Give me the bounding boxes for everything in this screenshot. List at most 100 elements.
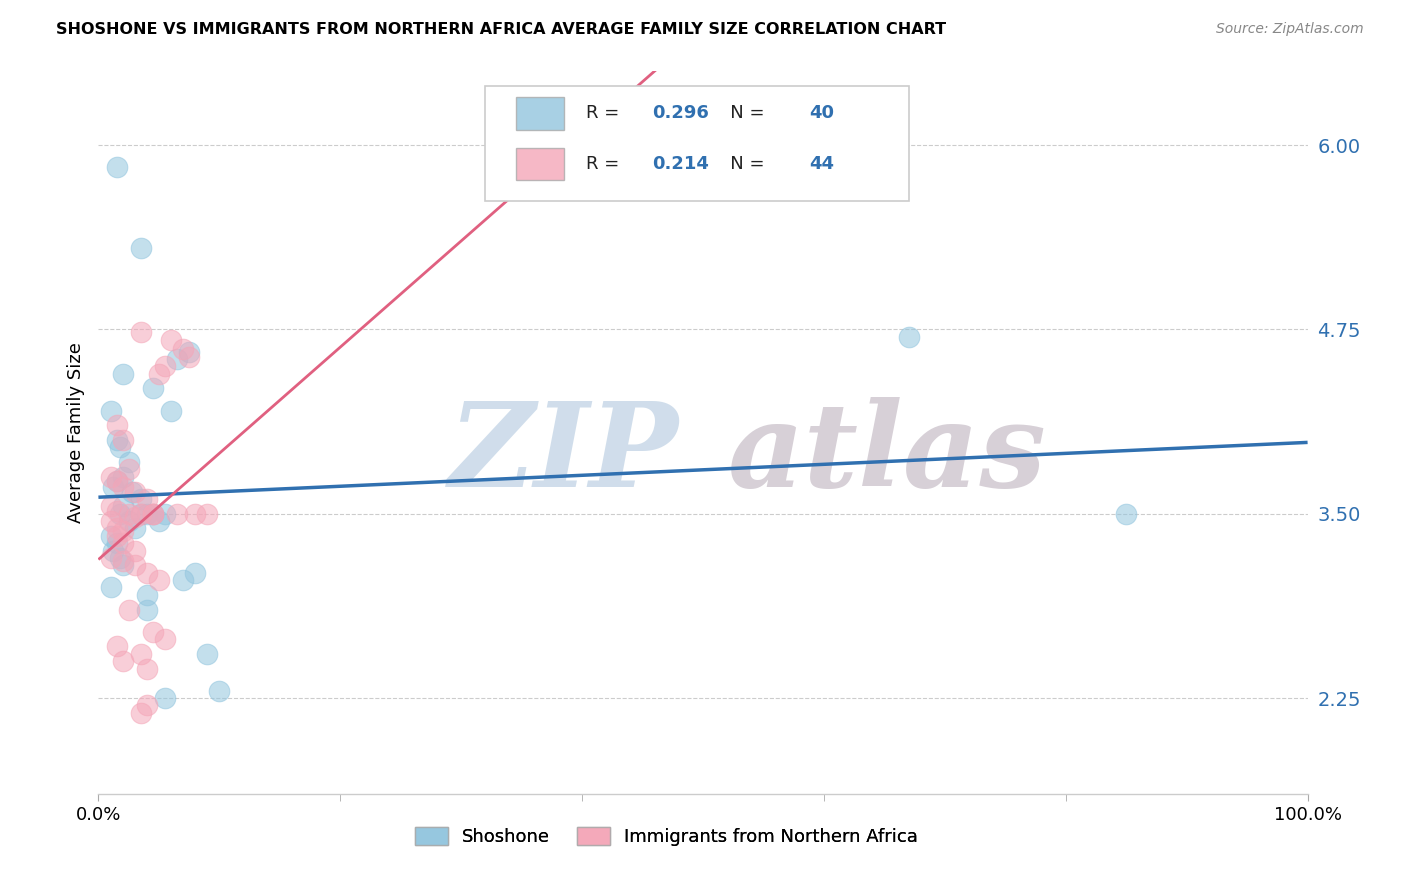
Point bbox=[105, 418, 128, 433]
Text: Source: ZipAtlas.com: Source: ZipAtlas.com bbox=[1216, 22, 1364, 37]
Point bbox=[897, 330, 920, 344]
Point bbox=[135, 491, 157, 506]
Point bbox=[100, 514, 122, 528]
Point bbox=[153, 507, 176, 521]
Point bbox=[111, 480, 134, 494]
Point bbox=[100, 551, 122, 566]
Point bbox=[135, 507, 157, 521]
Legend: Shoshone, Immigrants from Northern Africa: Shoshone, Immigrants from Northern Afric… bbox=[408, 820, 925, 854]
Text: 44: 44 bbox=[810, 155, 834, 173]
Point bbox=[108, 441, 131, 455]
Point bbox=[108, 507, 131, 521]
Point bbox=[142, 507, 165, 521]
Point bbox=[100, 403, 122, 417]
Point bbox=[172, 342, 194, 356]
Point bbox=[105, 475, 128, 489]
Text: ZIP: ZIP bbox=[449, 397, 679, 512]
Point bbox=[124, 558, 146, 573]
Point bbox=[166, 507, 188, 521]
Text: R =: R = bbox=[586, 155, 624, 173]
Point bbox=[105, 521, 128, 535]
Point bbox=[153, 632, 176, 646]
Y-axis label: Average Family Size: Average Family Size bbox=[66, 343, 84, 523]
Point bbox=[135, 602, 157, 616]
Point bbox=[100, 581, 122, 595]
FancyBboxPatch shape bbox=[485, 86, 908, 202]
Point bbox=[124, 543, 146, 558]
Text: SHOSHONE VS IMMIGRANTS FROM NORTHERN AFRICA AVERAGE FAMILY SIZE CORRELATION CHAR: SHOSHONE VS IMMIGRANTS FROM NORTHERN AFR… bbox=[56, 22, 946, 37]
Text: N =: N = bbox=[713, 104, 770, 122]
Point bbox=[111, 554, 134, 568]
Point bbox=[129, 507, 152, 521]
Point bbox=[135, 588, 157, 602]
Text: 40: 40 bbox=[810, 104, 834, 122]
Point bbox=[160, 403, 183, 417]
Point bbox=[118, 462, 141, 476]
Text: 0.296: 0.296 bbox=[652, 104, 709, 122]
Point bbox=[153, 359, 176, 374]
Point bbox=[1115, 507, 1137, 521]
Point bbox=[129, 647, 152, 661]
Point bbox=[153, 691, 176, 706]
Point bbox=[100, 470, 122, 484]
Point bbox=[142, 507, 165, 521]
Point bbox=[108, 551, 131, 566]
Point bbox=[135, 566, 157, 580]
Point bbox=[135, 661, 157, 675]
Point bbox=[105, 475, 128, 489]
Point bbox=[111, 654, 134, 668]
Point bbox=[184, 507, 207, 521]
Point bbox=[111, 500, 134, 514]
Point bbox=[124, 484, 146, 499]
Point bbox=[195, 647, 218, 661]
Point bbox=[111, 558, 134, 573]
Point bbox=[111, 536, 134, 550]
Point bbox=[100, 500, 122, 514]
Point bbox=[111, 367, 134, 381]
Point bbox=[142, 507, 165, 521]
Point bbox=[142, 381, 165, 395]
Point bbox=[111, 470, 134, 484]
Point bbox=[105, 640, 128, 654]
Point bbox=[118, 602, 141, 616]
Point bbox=[118, 455, 141, 469]
Point bbox=[111, 524, 134, 539]
Point bbox=[148, 367, 170, 381]
Point bbox=[105, 536, 128, 550]
Point bbox=[118, 514, 141, 528]
Point bbox=[121, 484, 143, 499]
FancyBboxPatch shape bbox=[516, 147, 564, 180]
Point bbox=[105, 433, 128, 447]
Point bbox=[124, 521, 146, 535]
Point bbox=[100, 529, 122, 543]
Point bbox=[105, 160, 128, 174]
Point bbox=[166, 351, 188, 366]
Point bbox=[148, 573, 170, 587]
Point bbox=[118, 507, 141, 521]
Point bbox=[111, 433, 134, 447]
Point bbox=[124, 509, 146, 524]
FancyBboxPatch shape bbox=[516, 97, 564, 129]
Point bbox=[184, 566, 207, 580]
Point bbox=[129, 326, 152, 340]
Point bbox=[160, 333, 183, 347]
Point bbox=[129, 241, 152, 255]
Text: N =: N = bbox=[713, 155, 770, 173]
Text: atlas: atlas bbox=[727, 397, 1046, 512]
Point bbox=[105, 529, 128, 543]
Point bbox=[208, 683, 231, 698]
Point bbox=[179, 351, 201, 365]
Point bbox=[148, 514, 170, 528]
Point bbox=[135, 698, 157, 713]
Point bbox=[129, 507, 152, 521]
Point bbox=[101, 543, 124, 558]
Point bbox=[105, 504, 128, 518]
Text: R =: R = bbox=[586, 104, 624, 122]
Point bbox=[179, 344, 201, 359]
Text: 0.214: 0.214 bbox=[652, 155, 709, 173]
Point bbox=[172, 573, 194, 587]
Point bbox=[142, 624, 165, 639]
Point bbox=[129, 706, 152, 720]
Point bbox=[101, 480, 124, 494]
Point bbox=[129, 491, 152, 506]
